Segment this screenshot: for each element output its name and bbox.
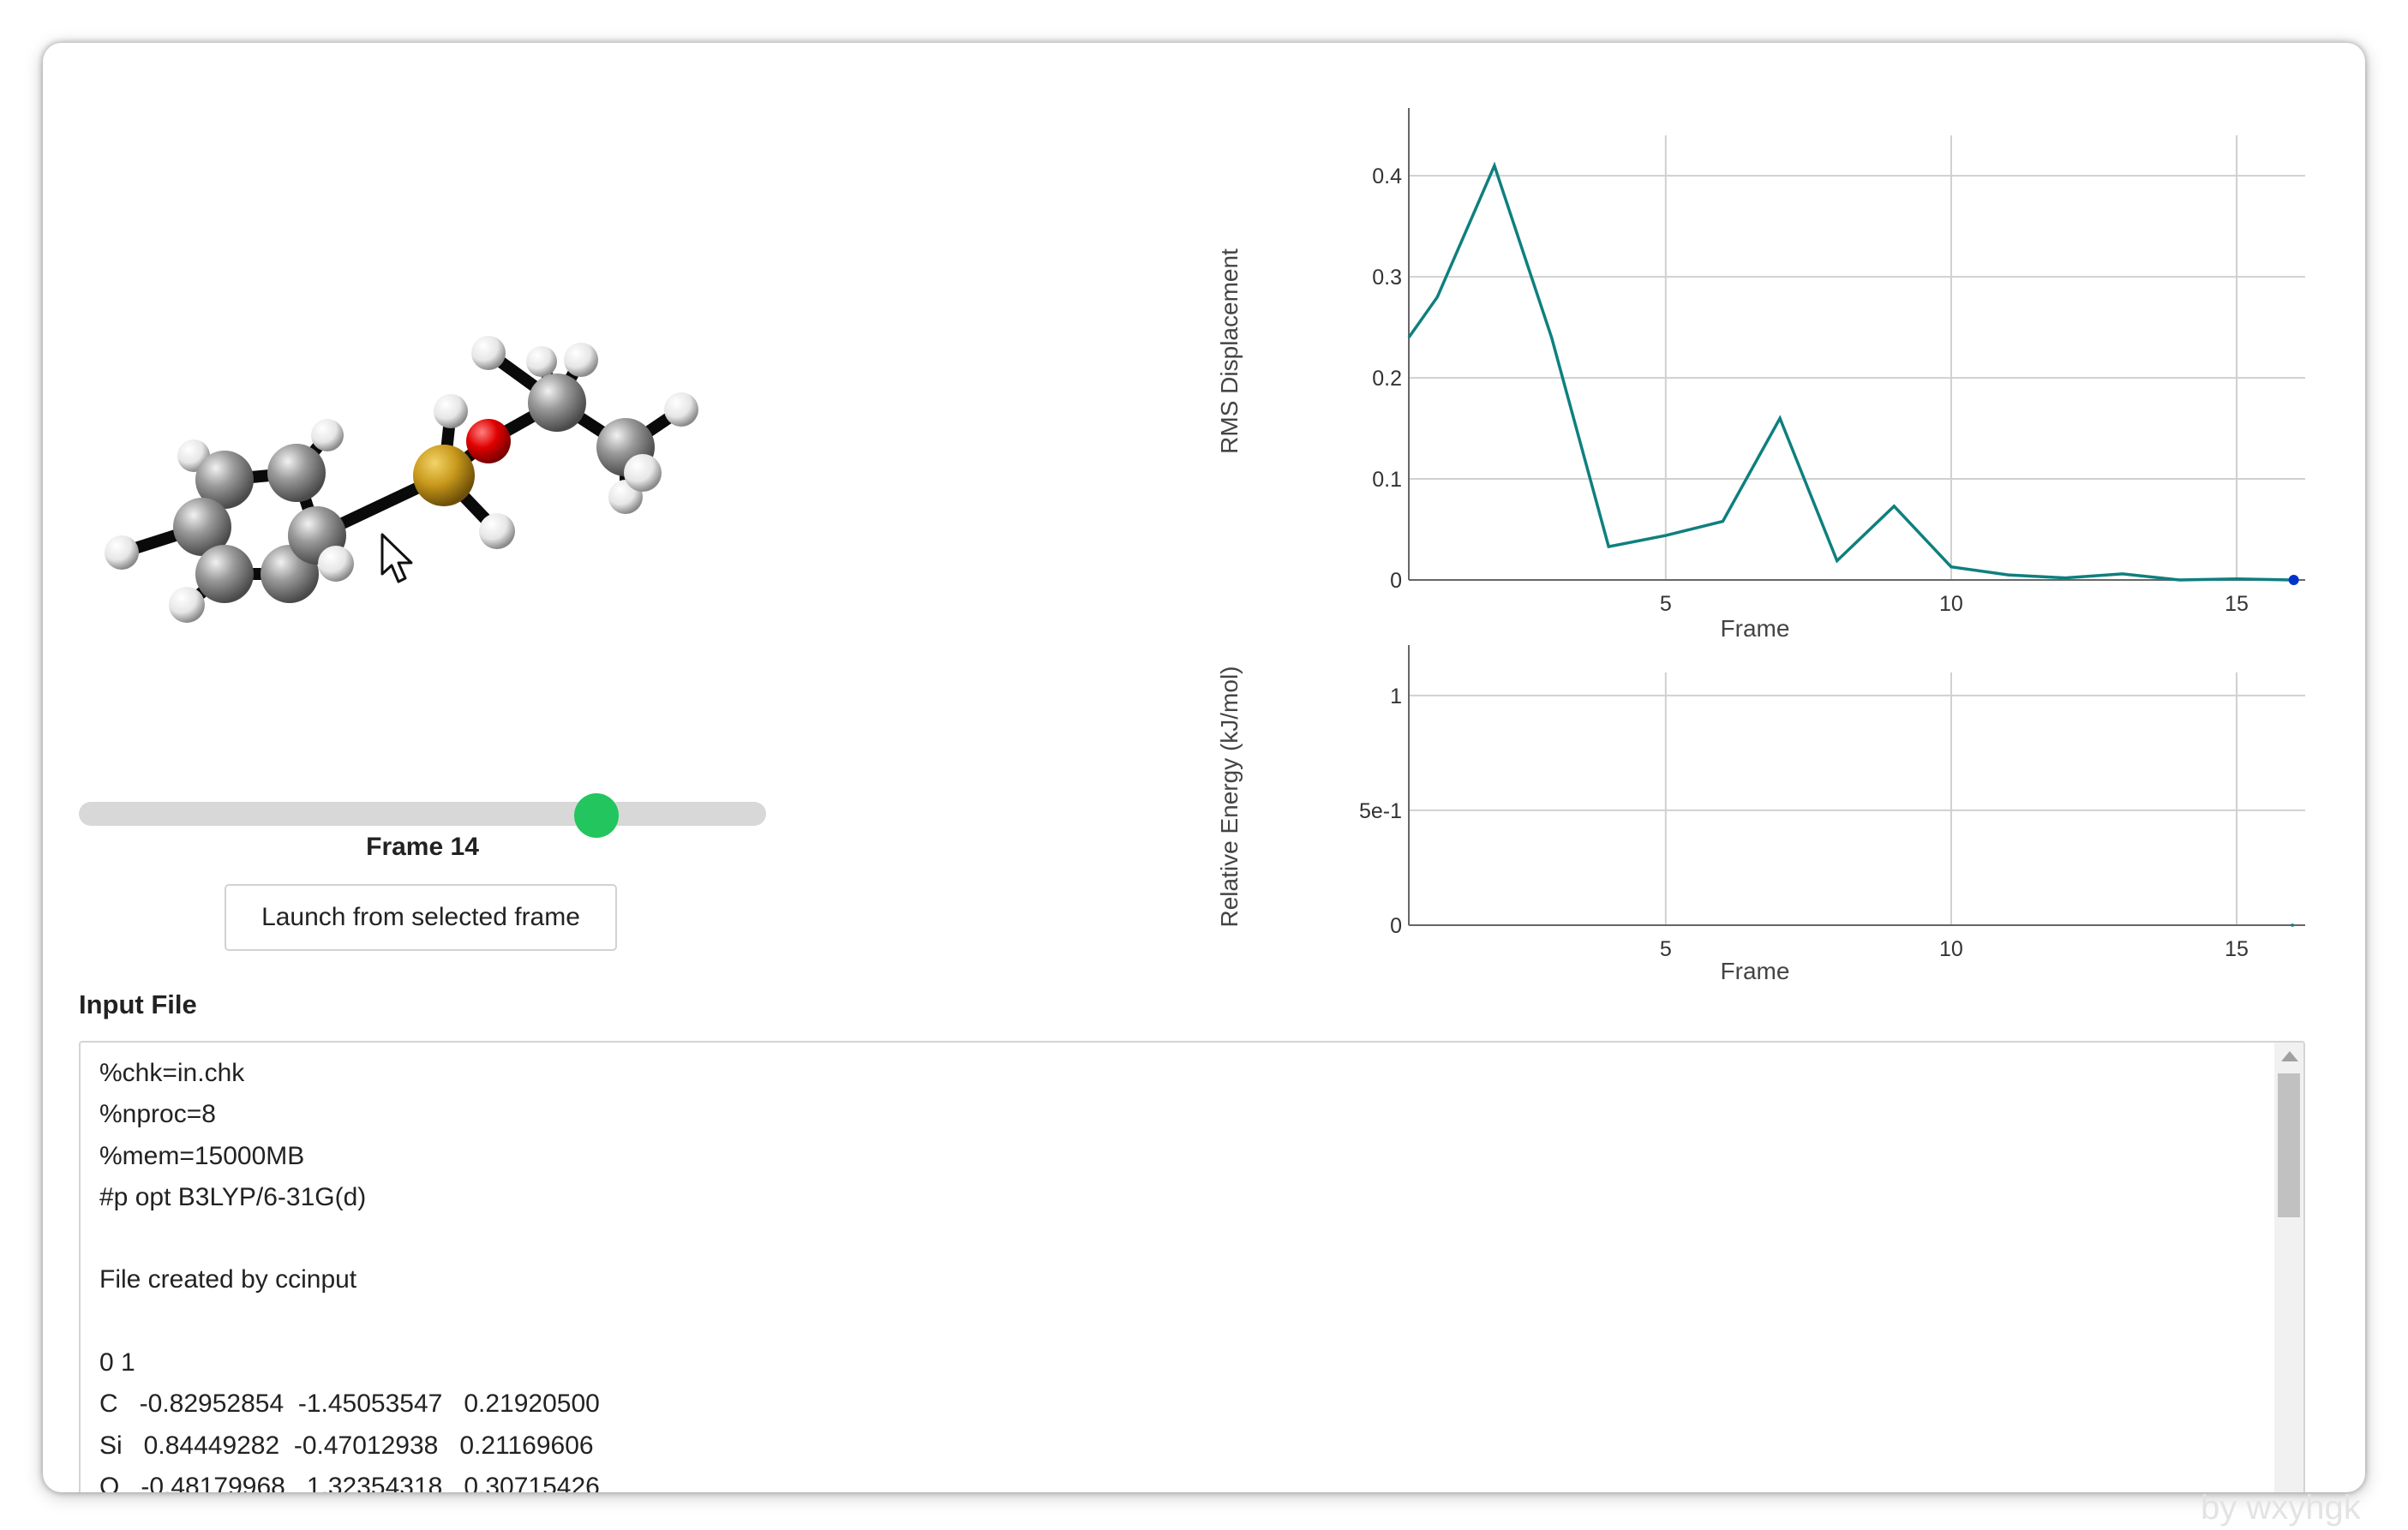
rms-y-tick-label: 0.4 [1372, 164, 1402, 188]
input-file-line: %mem=15000MB [99, 1141, 305, 1170]
energy-x-tick-label: 5 [1660, 937, 1672, 961]
energy-y-tick-label: 0 [1390, 914, 1402, 938]
frame-slider[interactable] [79, 802, 766, 826]
selected-frame-point [2288, 575, 2299, 585]
scroll-up-arrow-icon[interactable] [2281, 1051, 2298, 1061]
input-file-line: %chk=in.chk [99, 1059, 245, 1087]
rms-y-axis-label: RMS Displacement [1216, 248, 1243, 454]
input-file-textarea[interactable]: %chk=in.chk %nproc=8 %mem=15000MB #p opt B3… [79, 1041, 2305, 1492]
textarea-scrollbar[interactable] [2274, 1043, 2303, 1492]
input-file-line: #p opt B3LYP/6-31G(d) [99, 1182, 367, 1211]
energy-x-tick-label: 10 [1939, 937, 1963, 961]
input-file-line: Si 0.84449282 -0.47012938 0.21169606 [99, 1431, 594, 1460]
watermark: by wxyhgk [2201, 1489, 2361, 1527]
rms-x-tick-label: 5 [1660, 592, 1672, 616]
input-file-line: %nproc=8 [99, 1100, 216, 1129]
rms-y-tick-label: 0.2 [1372, 367, 1402, 391]
mouse-cursor-icon [380, 533, 413, 583]
energy-y-axis-label: Relative Energy (kJ/mol) [1216, 666, 1243, 928]
input-file-title: Input File [79, 989, 197, 1019]
rms-y-tick-label: 0 [1390, 569, 1402, 593]
frame-slider-thumb[interactable] [574, 793, 619, 838]
scrollbar-thumb[interactable] [2278, 1073, 2300, 1217]
rms-x-axis-label: Frame [1721, 615, 1790, 642]
energy-y-tick-label: 1 [1390, 684, 1402, 708]
molecule-viewer[interactable] [43, 43, 1243, 797]
input-file-line: O -0.48179968 1.32354318 0.30715426 [99, 1472, 600, 1492]
energy-x-axis-label: Frame [1721, 958, 1790, 984]
launch-from-selected-frame-button[interactable]: Launch from selected frame [225, 884, 617, 951]
rms-series-line [1407, 161, 2294, 582]
energy-x-tick-label: 15 [2225, 937, 2249, 961]
input-file-content[interactable]: %chk=in.chk %nproc=8 %mem=15000MB #p opt B3… [99, 1053, 600, 1492]
rms-x-tick-label: 15 [2225, 592, 2249, 616]
input-file-line: 0 1 [99, 1348, 135, 1378]
input-file-line: C -0.82952854 -1.45053547 0.21920500 [99, 1390, 600, 1419]
frame-label: Frame 14 [366, 833, 479, 861]
input-file-line [99, 1218, 600, 1259]
energy-y-tick-label: 5e-1 [1359, 799, 1402, 823]
input-file-line [99, 1301, 600, 1342]
input-file-line: File created by ccinput [99, 1265, 357, 1294]
app-window: Frame 14 Launch from selected frame 5 10 1… [43, 43, 2365, 1492]
rms-x-tick-label: 10 [1939, 592, 1963, 616]
rms-y-tick-label: 0.1 [1372, 468, 1402, 492]
rms-displacement-chart[interactable]: 5 10 1500.10.20.30.4 Frame RMS Displacemen… [43, 43, 2365, 1011]
rms-y-tick-label: 0.3 [1372, 266, 1402, 290]
